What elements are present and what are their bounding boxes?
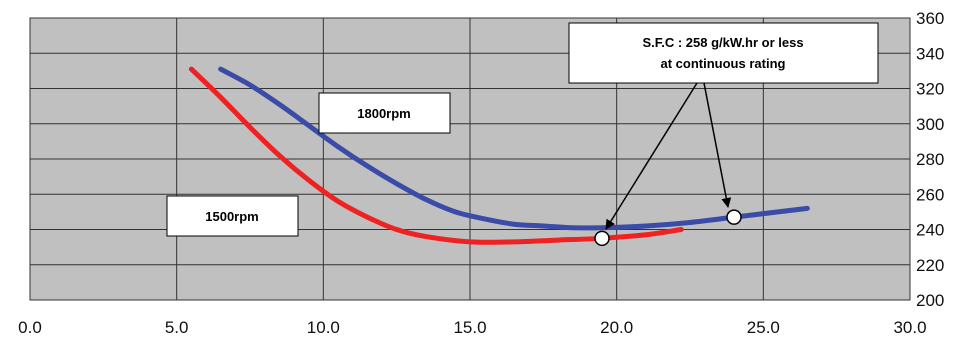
x-tick-label-4: 20.0 [600,318,633,337]
x-tick-label-2: 10.0 [307,318,340,337]
y-tick-label-5: 300 [916,115,944,134]
y-tick-label-0: 200 [916,291,944,310]
sfc-arrow-2 [703,82,732,208]
y-tick-label-6: 320 [916,80,944,99]
sfc-annotation-line2: at continuous rating [661,56,786,71]
x-tick-label-5: 25.0 [747,318,780,337]
label-1800rpm-box [318,92,451,134]
y-tick-label-1: 220 [916,256,944,275]
x-tick-labels: 0.0 5.0 10.0 15.0 20.0 25.0 30.0 [18,318,926,337]
sfc-arrow-1 [605,82,698,230]
x-tick-label-3: 15.0 [453,318,486,337]
series-line-1800rpm [218,66,810,231]
y-tick-label-8: 360 [916,9,944,28]
rating-point-marker-2 [726,209,742,225]
marker-layer [594,209,742,247]
label-1500rpm-box [166,195,299,237]
y-tick-label-3: 260 [916,185,944,204]
y-tick-label-7: 340 [916,44,944,63]
x-tick-label-0: 0.0 [18,318,42,337]
series-line-1500rpm [188,66,684,245]
x-tick-label-6: 30.0 [893,318,926,337]
series-layer [188,66,810,245]
grid-lines [30,18,910,300]
x-tick-label-1: 5.0 [165,318,189,337]
rating-point-marker-1 [594,230,610,247]
y-tick-labels: 200 220 240 260 280 300 320 340 360 [916,9,944,310]
sfc-annotation-line1: S.F.C : 258 g/kW.hr or less [642,35,803,50]
y-tick-label-2: 240 [916,221,944,240]
sfc-annotation-box [568,22,879,84]
label-1500rpm: 1500rpm [205,209,258,224]
y-tick-label-4: 280 [916,150,944,169]
label-1800rpm: 1800rpm [357,106,410,121]
